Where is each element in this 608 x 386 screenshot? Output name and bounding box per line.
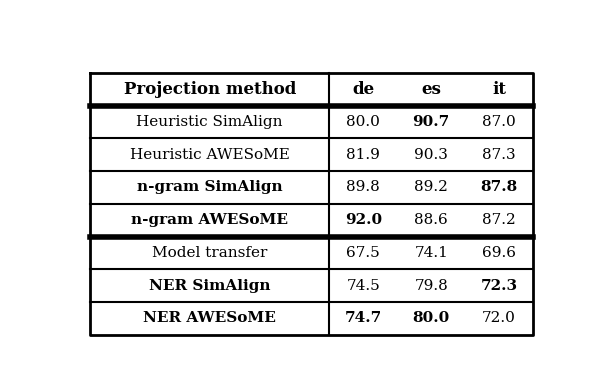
Text: 74.1: 74.1 [414, 246, 448, 260]
Text: Model transfer: Model transfer [152, 246, 268, 260]
Text: 87.0: 87.0 [482, 115, 516, 129]
Text: it: it [492, 81, 506, 98]
Text: es: es [421, 81, 441, 98]
Text: 72.3: 72.3 [480, 279, 517, 293]
Text: 81.9: 81.9 [347, 148, 380, 162]
Text: Heuristic SimAlign: Heuristic SimAlign [136, 115, 283, 129]
Text: 80.0: 80.0 [413, 311, 450, 325]
Text: 92.0: 92.0 [345, 213, 382, 227]
Text: 80.0: 80.0 [347, 115, 380, 129]
Text: Heuristic AWESoME: Heuristic AWESoME [130, 148, 289, 162]
Text: NER AWESoME: NER AWESoME [143, 311, 276, 325]
Text: n-gram SimAlign: n-gram SimAlign [137, 181, 283, 195]
Text: de: de [352, 81, 375, 98]
Text: 90.7: 90.7 [413, 115, 450, 129]
Text: 74.7: 74.7 [345, 311, 382, 325]
Text: 74.5: 74.5 [347, 279, 380, 293]
Text: 90.3: 90.3 [414, 148, 448, 162]
Text: 87.2: 87.2 [482, 213, 516, 227]
Text: 89.2: 89.2 [414, 181, 448, 195]
Text: 69.6: 69.6 [482, 246, 516, 260]
Text: n-gram AWESoME: n-gram AWESoME [131, 213, 288, 227]
Text: NER SimAlign: NER SimAlign [149, 279, 271, 293]
Text: 87.3: 87.3 [482, 148, 516, 162]
Text: 89.8: 89.8 [347, 181, 380, 195]
Text: 67.5: 67.5 [347, 246, 380, 260]
Text: Projection method: Projection method [123, 81, 296, 98]
Text: 88.6: 88.6 [414, 213, 448, 227]
Text: 87.8: 87.8 [480, 181, 518, 195]
Text: 79.8: 79.8 [414, 279, 448, 293]
Text: 72.0: 72.0 [482, 311, 516, 325]
